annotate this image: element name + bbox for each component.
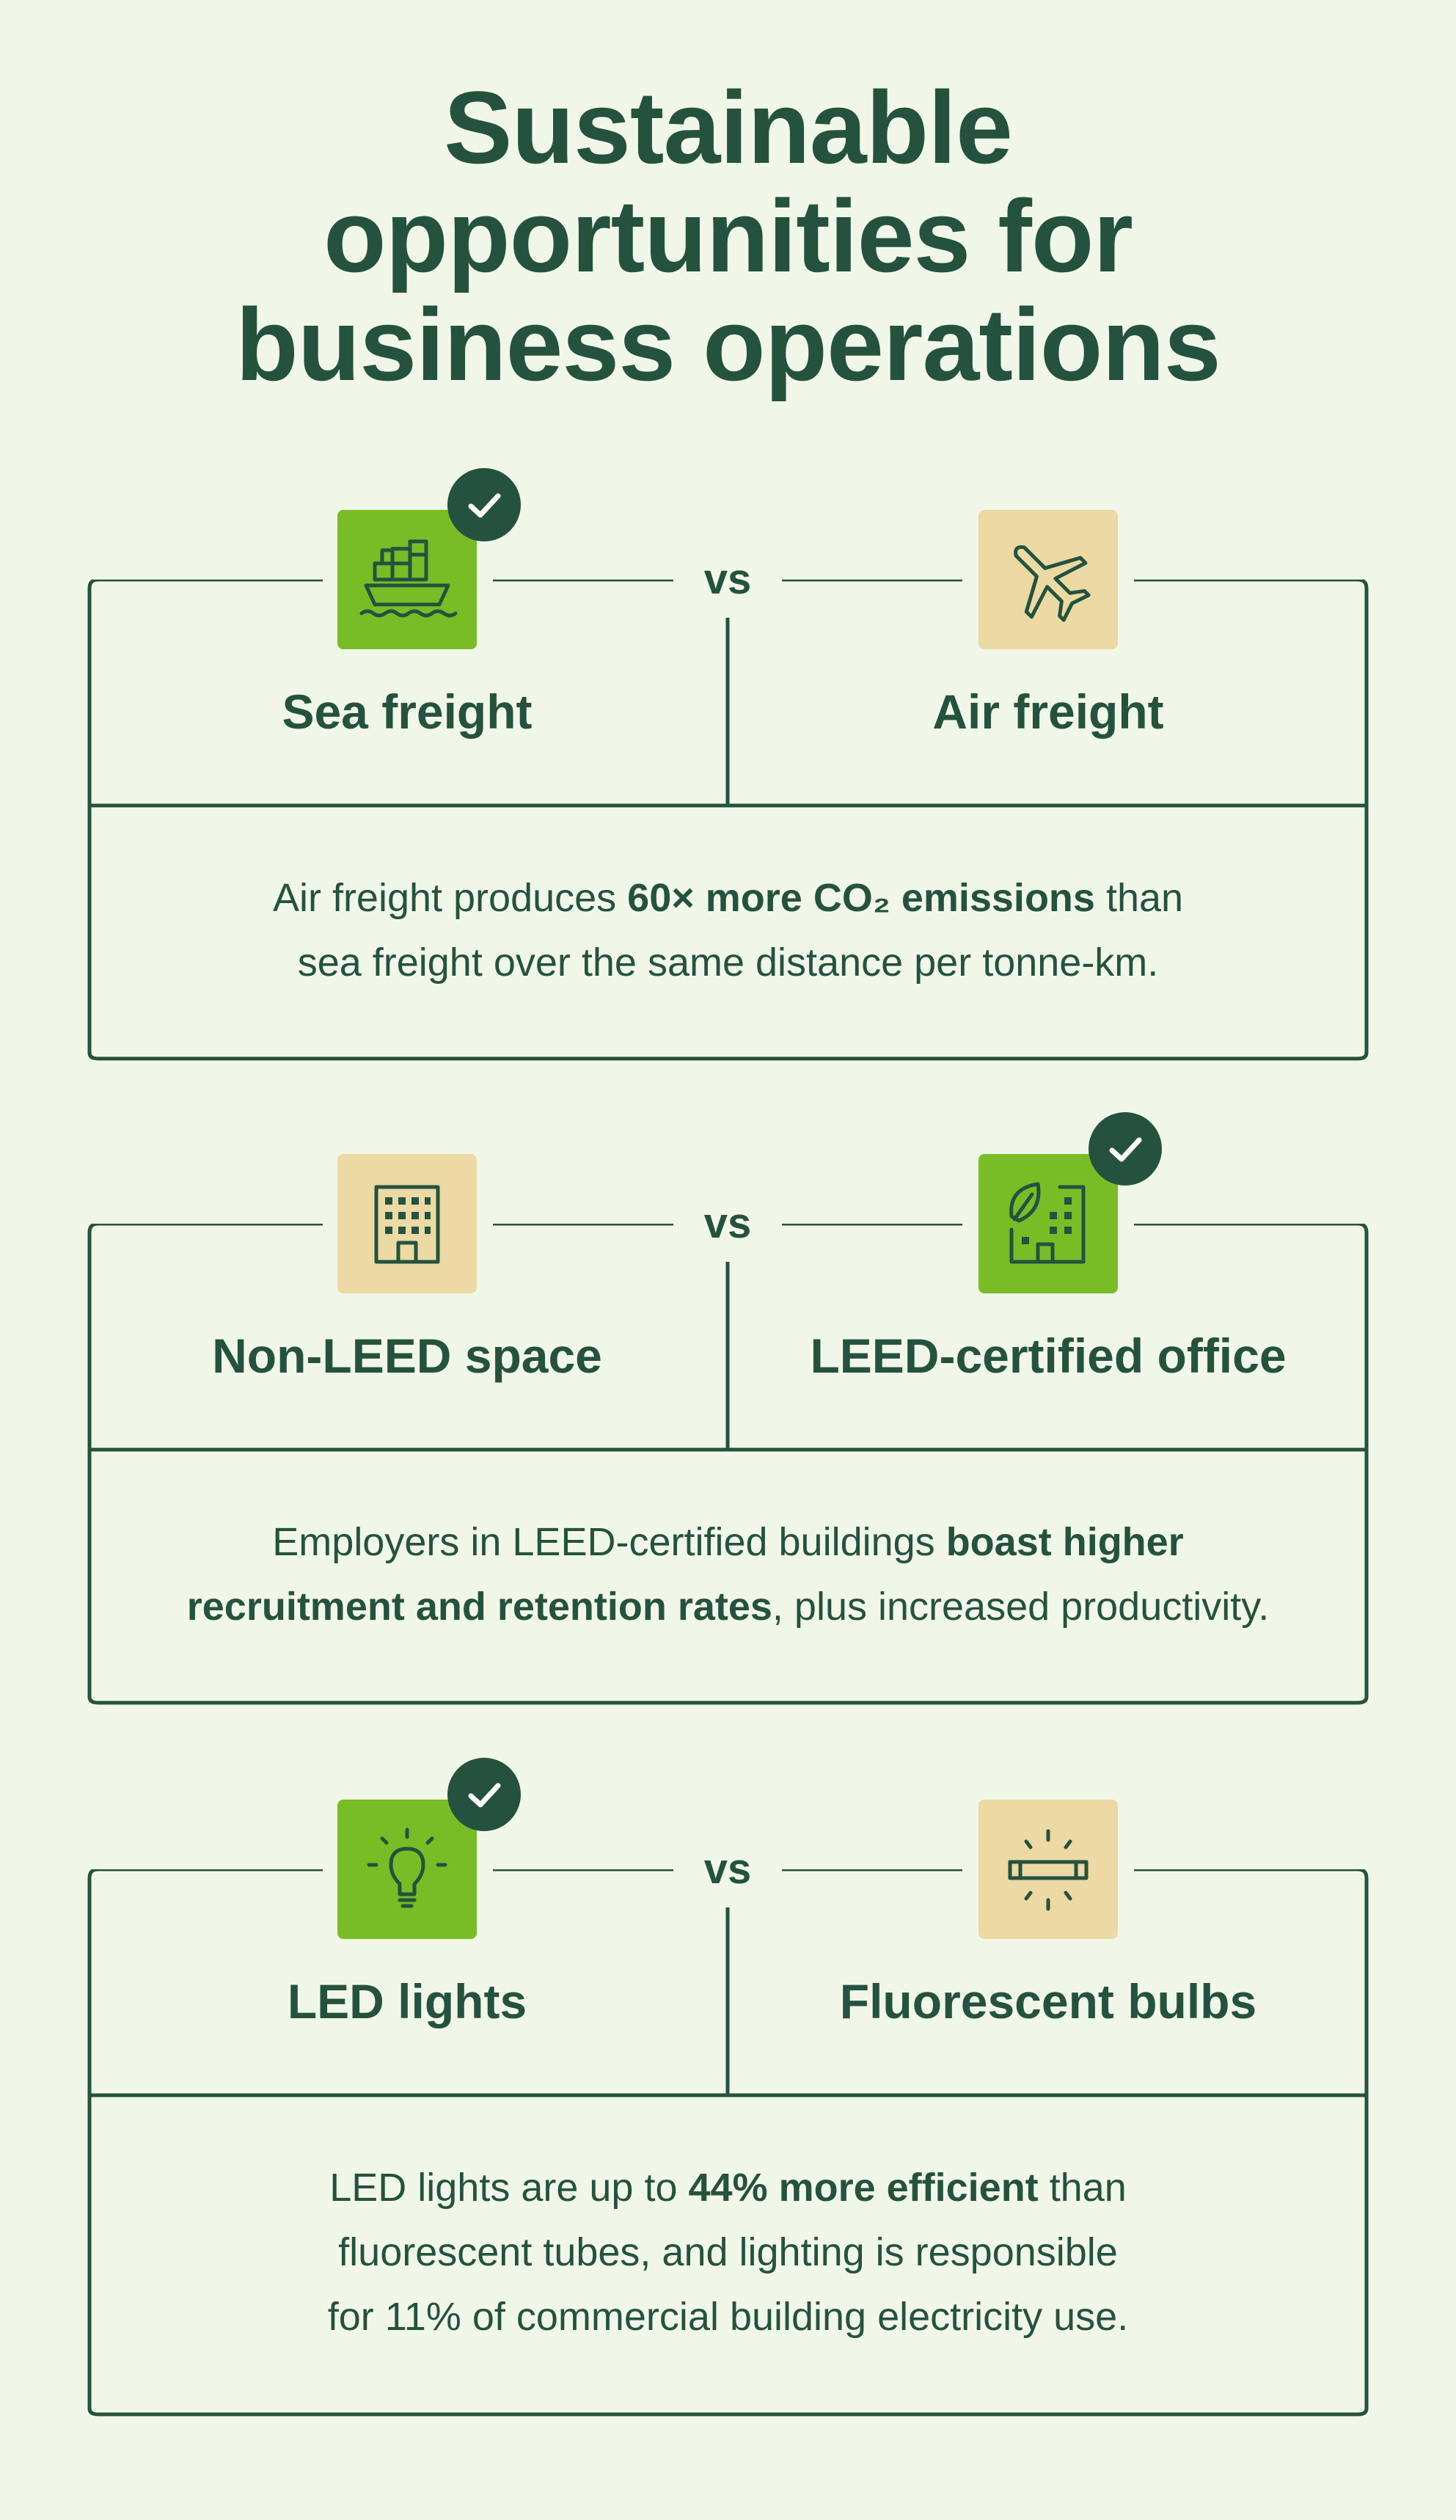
card-frame xyxy=(87,1224,1369,1705)
page-title: Sustainable opportunities for business o… xyxy=(0,73,1456,399)
check-icon xyxy=(447,468,521,541)
option-label-leed-certified: LEED-certified office xyxy=(810,1329,1287,1383)
option-label-fluorescent-bulbs: Fluorescent bulbs xyxy=(839,1974,1257,2028)
card-frame xyxy=(87,1869,1369,2417)
light-bulb-icon-box xyxy=(337,1800,477,1939)
title-line: business operations xyxy=(235,287,1221,402)
description-line: sea freight over the same distance per t… xyxy=(297,941,1159,985)
fluorescent-tube-icon-box xyxy=(978,1800,1118,1939)
description-line: for 11% of commercial building electrici… xyxy=(327,2295,1129,2339)
option-label-air-freight: Air freight xyxy=(932,684,1164,739)
comparison-card-office: vs Non-LEED space LEED-cer xyxy=(87,1112,1369,1706)
fluorescent-tube-icon xyxy=(1008,1829,1089,1911)
description-line: LED lights are up to 44% more efficient … xyxy=(329,2166,1127,2210)
comparison-description: Air freight produces 60× more CO₂ emissi… xyxy=(87,866,1369,995)
description-line: Air freight produces 60× more CO₂ emissi… xyxy=(272,876,1184,920)
option-label-sea-freight: Sea freight xyxy=(282,684,533,739)
comparison-description: LED lights are up to 44% more efficient … xyxy=(87,2155,1369,2349)
green-building-leaf-icon xyxy=(1009,1182,1086,1264)
title-line: Sustainable xyxy=(444,70,1013,185)
green-building-leaf-icon-box xyxy=(978,1154,1118,1293)
check-icon xyxy=(1089,1112,1162,1186)
option-label-led-lights: LED lights xyxy=(287,1974,527,2028)
airplane-icon-box xyxy=(978,510,1118,649)
comparison-card-lighting: vs LED lights Fluorescent bulbs LED ligh… xyxy=(87,1758,1369,2417)
title-line: opportunities for xyxy=(323,178,1133,293)
cargo-ship-icon xyxy=(359,539,458,618)
airplane-icon xyxy=(1014,545,1091,622)
light-bulb-icon xyxy=(367,1827,447,1908)
comparison-card-shipping: vs Sea freight Air freight Air freight p… xyxy=(87,468,1369,1062)
card-frame xyxy=(87,580,1369,1061)
option-label-non-leed: Non-LEED space xyxy=(212,1329,602,1383)
vs-label: vs xyxy=(703,555,752,603)
check-icon xyxy=(447,1758,521,1831)
comparison-description: Employers in LEED-certified buildings bo… xyxy=(87,1510,1369,1639)
office-building-icon xyxy=(374,1185,440,1264)
description-line: recruitment and retention rates, plus in… xyxy=(186,1585,1270,1629)
description-line: fluorescent tubes, and lighting is respo… xyxy=(338,2230,1118,2274)
vs-label: vs xyxy=(703,1845,752,1893)
cargo-ship-icon-box xyxy=(337,510,477,649)
vs-label: vs xyxy=(703,1199,752,1247)
description-line: Employers in LEED-certified buildings bo… xyxy=(272,1520,1184,1564)
office-building-icon-box xyxy=(337,1154,477,1293)
